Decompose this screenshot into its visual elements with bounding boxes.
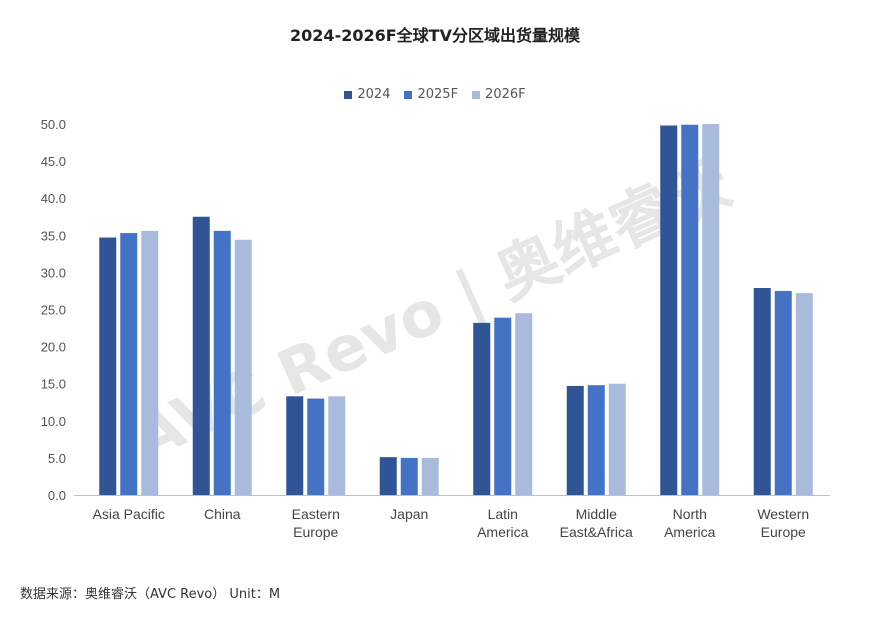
legend-label-2024: 2024 bbox=[357, 87, 391, 102]
bar-2025f-7 bbox=[774, 290, 792, 495]
bar-2024-1 bbox=[192, 216, 210, 495]
x-category-label: Japan bbox=[390, 506, 428, 522]
bar-2024-4 bbox=[473, 322, 491, 495]
bar-2025f-6 bbox=[681, 124, 699, 495]
y-tick-label: 20.0 bbox=[41, 340, 66, 355]
legend-item-2024: 2024 bbox=[344, 87, 390, 102]
x-category-label: Europe bbox=[293, 524, 338, 540]
bar-2024-3 bbox=[379, 457, 397, 495]
legend-swatch-2025f bbox=[404, 90, 413, 99]
x-category-label: China bbox=[204, 506, 241, 522]
x-category-label: Western bbox=[757, 506, 809, 522]
bar-2026f-7 bbox=[795, 293, 813, 495]
x-category-label: America bbox=[477, 524, 529, 540]
y-tick-label: 35.0 bbox=[41, 228, 66, 243]
y-tick-label: 25.0 bbox=[41, 303, 66, 318]
bar-2024-7 bbox=[753, 287, 771, 495]
bar-2025f-2 bbox=[307, 398, 325, 495]
y-tick-label: 0.0 bbox=[48, 488, 66, 503]
bar-2026f-5 bbox=[608, 383, 626, 495]
bar-2024-0 bbox=[99, 237, 117, 495]
x-category-label: America bbox=[664, 524, 716, 540]
x-category-label: Europe bbox=[761, 524, 806, 540]
y-tick-label: 50.0 bbox=[41, 117, 66, 132]
bar-2026f-1 bbox=[234, 239, 252, 495]
bar-2026f-4 bbox=[515, 313, 533, 495]
bar-2026f-3 bbox=[421, 457, 439, 495]
legend-swatch-2024 bbox=[344, 90, 353, 99]
x-category-label: Latin bbox=[488, 506, 518, 522]
bar-2026f-6 bbox=[702, 124, 720, 495]
legend-label-2026f: 2026F bbox=[485, 87, 526, 102]
bar-2026f-2 bbox=[328, 396, 346, 495]
bar-2025f-1 bbox=[213, 230, 231, 495]
legend-item-2025f: 2025F bbox=[404, 87, 458, 102]
bar-2024-6 bbox=[660, 125, 678, 495]
chart-title: 2024-2026F全球TV分区域出货量规模 bbox=[290, 26, 580, 45]
bar-2025f-4 bbox=[494, 317, 512, 495]
y-tick-label: 45.0 bbox=[41, 154, 66, 169]
legend-swatch-2026f bbox=[472, 90, 481, 99]
legend-item-2026f: 2026F bbox=[472, 87, 526, 102]
bar-2024-5 bbox=[566, 385, 584, 495]
legend-label-2025f: 2025F bbox=[417, 87, 459, 102]
y-tick-label: 30.0 bbox=[41, 265, 66, 280]
y-tick-label: 40.0 bbox=[41, 191, 66, 206]
x-category-label: East&Africa bbox=[560, 524, 633, 540]
x-category-label: Asia Pacific bbox=[93, 506, 165, 522]
y-tick-label: 10.0 bbox=[41, 414, 66, 429]
y-tick-label: 5.0 bbox=[48, 451, 66, 466]
source-note: 数据来源：奥维睿沃（AVC Revo） Unit：M bbox=[20, 587, 281, 602]
x-category-label: Middle bbox=[576, 506, 617, 522]
x-category-label: Eastern bbox=[292, 506, 340, 522]
bar-2026f-0 bbox=[141, 230, 159, 495]
bar-2024-2 bbox=[286, 396, 304, 495]
x-category-label: North bbox=[673, 506, 707, 522]
chart-legend: 2024 2025F 2026F bbox=[0, 87, 870, 102]
y-tick-label: 15.0 bbox=[41, 377, 66, 392]
bar-2025f-0 bbox=[120, 233, 138, 495]
bar-2025f-3 bbox=[400, 457, 418, 495]
bar-2025f-5 bbox=[587, 385, 605, 495]
